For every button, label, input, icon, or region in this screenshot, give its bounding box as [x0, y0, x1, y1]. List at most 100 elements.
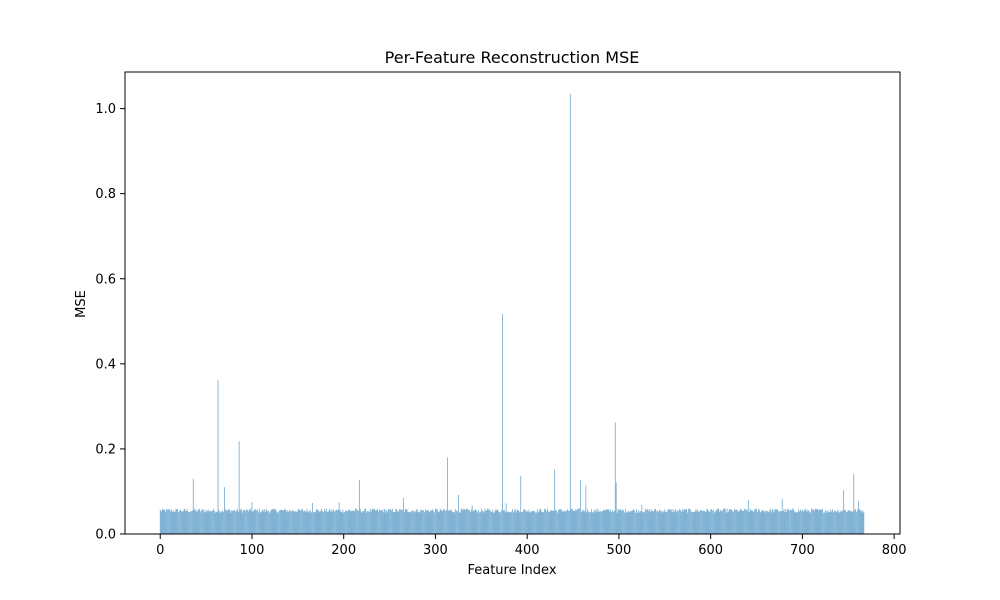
bar — [191, 511, 192, 534]
bar — [660, 510, 662, 534]
bar — [430, 510, 432, 534]
bar — [587, 509, 589, 534]
bar — [707, 509, 709, 534]
bar — [697, 509, 699, 534]
bar — [549, 511, 551, 534]
bar — [621, 510, 623, 534]
bar — [548, 512, 550, 534]
bar — [477, 512, 478, 534]
bar — [851, 511, 853, 534]
bar — [258, 508, 260, 534]
bar — [607, 508, 609, 534]
bar — [220, 511, 222, 534]
bar — [491, 509, 493, 534]
bar — [856, 512, 857, 534]
bar — [481, 511, 483, 534]
bar — [358, 511, 359, 534]
bar — [846, 511, 847, 534]
bar — [832, 509, 834, 534]
bar — [473, 509, 475, 534]
bar — [237, 511, 239, 534]
bar — [327, 511, 329, 534]
x-tick-label: 0 — [156, 543, 164, 558]
bar — [469, 512, 471, 534]
bar — [802, 511, 804, 534]
bar — [282, 510, 284, 534]
bar — [287, 510, 289, 534]
bar — [312, 502, 313, 534]
bar — [279, 510, 280, 534]
bar — [517, 509, 519, 534]
bar — [278, 511, 279, 534]
bar — [649, 512, 651, 534]
bar — [718, 509, 720, 534]
bar — [358, 479, 360, 534]
bar — [806, 511, 808, 534]
bar — [691, 511, 692, 534]
bar — [658, 511, 659, 534]
bar — [645, 508, 646, 534]
bar — [676, 512, 678, 534]
bar — [347, 509, 349, 534]
bar — [159, 509, 161, 534]
x-tick-label: 500 — [607, 543, 632, 558]
bar — [302, 509, 303, 534]
bar — [214, 512, 216, 534]
bar — [556, 510, 557, 534]
bar — [750, 510, 752, 534]
bar — [798, 509, 800, 534]
bar — [527, 511, 529, 534]
bar — [692, 512, 694, 534]
bar — [179, 510, 180, 534]
bar — [791, 510, 792, 534]
bar — [250, 510, 252, 534]
bar — [370, 511, 372, 534]
bar — [809, 511, 811, 534]
bar — [841, 511, 843, 534]
bar — [669, 509, 670, 534]
bar — [420, 509, 422, 534]
bar — [813, 510, 815, 534]
bar — [480, 508, 482, 534]
bar — [519, 512, 521, 534]
bar — [781, 498, 783, 534]
bar — [261, 510, 263, 534]
bar — [724, 508, 726, 534]
bar — [280, 509, 281, 534]
bar — [403, 511, 405, 534]
bar — [394, 511, 396, 534]
bar — [347, 511, 348, 534]
bar — [252, 511, 254, 534]
bar — [160, 511, 162, 534]
bar — [441, 511, 443, 534]
bar — [757, 511, 758, 534]
bar — [808, 510, 810, 534]
bar — [522, 511, 523, 534]
bar — [167, 509, 168, 534]
bar — [336, 509, 337, 534]
bar — [444, 509, 445, 534]
bar — [778, 511, 779, 534]
bar — [248, 509, 250, 534]
bar — [198, 509, 200, 534]
bar — [292, 511, 294, 534]
bar — [597, 508, 599, 534]
bar — [857, 510, 858, 534]
bar — [169, 509, 170, 534]
bar — [496, 509, 498, 534]
bar — [421, 510, 423, 534]
bar — [502, 314, 503, 534]
bar — [321, 508, 323, 534]
bar — [546, 511, 547, 534]
bar — [334, 511, 335, 534]
bar — [369, 508, 371, 534]
bar — [739, 509, 741, 534]
bar — [469, 509, 470, 534]
bar — [291, 511, 292, 534]
bar — [802, 509, 803, 534]
bar — [622, 509, 623, 534]
bar — [586, 512, 588, 534]
bar — [602, 511, 603, 534]
bar — [694, 511, 696, 534]
bar — [363, 511, 365, 534]
